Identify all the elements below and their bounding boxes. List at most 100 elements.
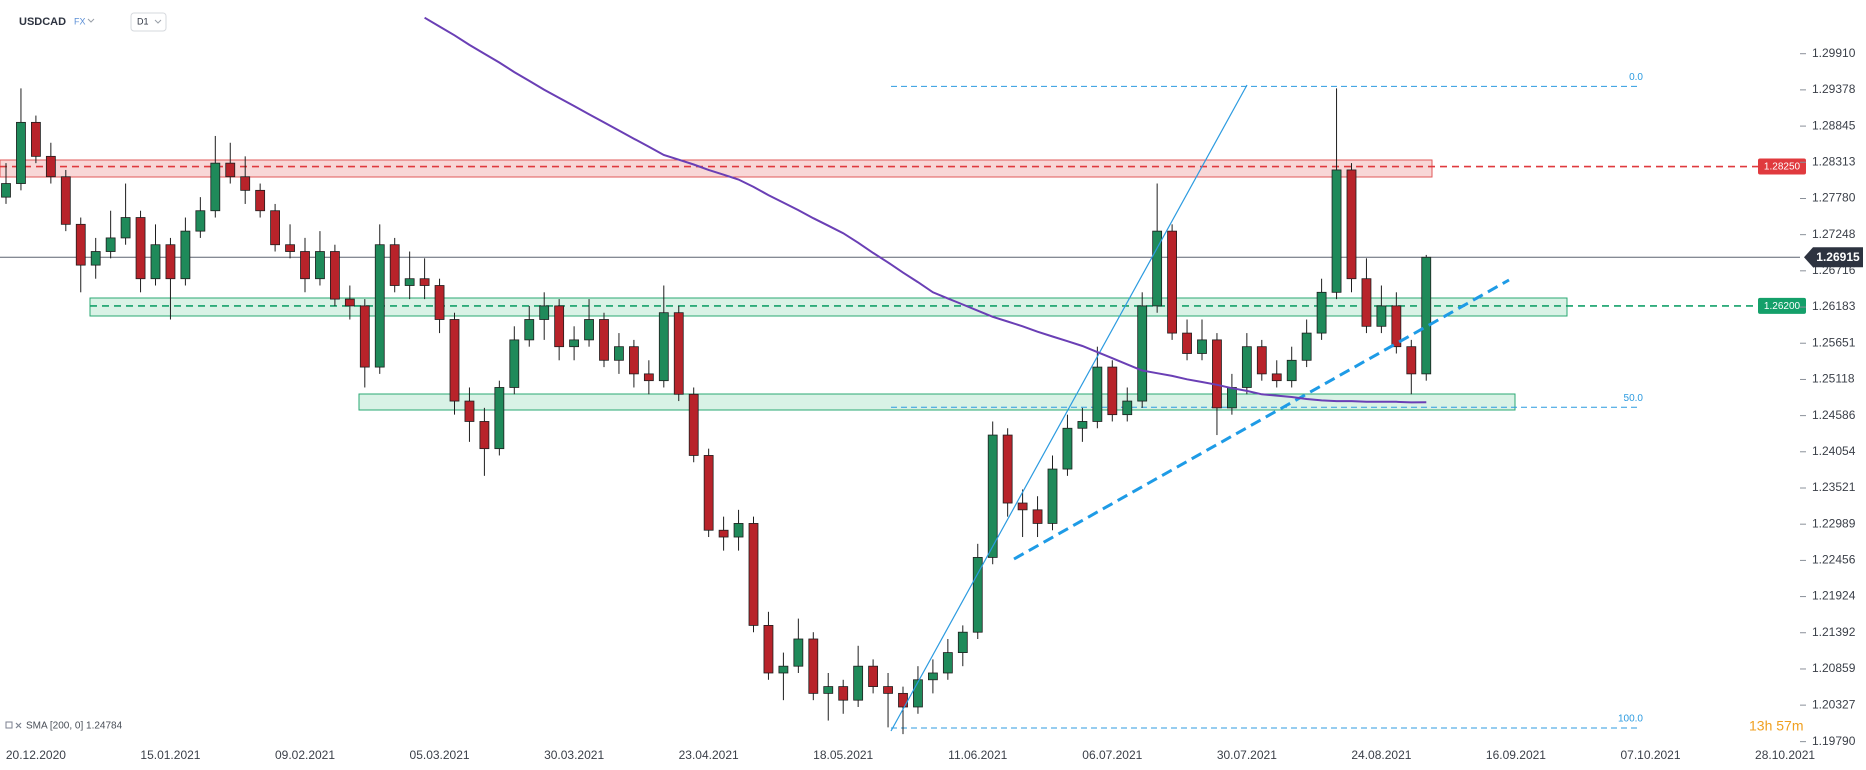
candle-body <box>509 339 520 388</box>
candle-body <box>853 665 864 701</box>
y-tick-label: 1.28845 <box>1812 118 1856 132</box>
candle-body <box>763 624 774 674</box>
candle-body <box>270 210 281 246</box>
candle-body <box>464 400 475 422</box>
dropdown-icon[interactable] <box>154 19 162 24</box>
interval-box[interactable] <box>130 12 167 32</box>
candle-body <box>1286 359 1297 382</box>
candle-body <box>150 244 161 280</box>
candle-body <box>1017 502 1028 511</box>
candle-body <box>1152 230 1163 307</box>
candle-body <box>225 162 236 178</box>
candle-body <box>823 686 834 694</box>
y-tick-label: 1.24054 <box>1812 444 1856 458</box>
candle-body <box>210 162 221 212</box>
symbol: USDCAD <box>19 16 66 28</box>
candle-body <box>1032 509 1043 524</box>
candle-body <box>524 319 535 341</box>
candle-body <box>928 672 938 681</box>
sma-legend: SMA [200, 0] 1.24784 <box>26 721 123 732</box>
candle-body <box>539 305 550 320</box>
candle-body <box>1077 421 1088 429</box>
market[interactable]: FX <box>74 16 86 26</box>
candle-body <box>629 346 639 375</box>
y-tick-label: 1.24586 <box>1812 408 1856 422</box>
candle-body <box>1331 169 1342 293</box>
level-label: 1.28250 <box>1764 162 1801 173</box>
candle-body <box>329 251 340 300</box>
candle-body <box>255 189 266 212</box>
candle-body <box>1227 387 1237 409</box>
interval[interactable]: D1 <box>137 16 149 26</box>
candle-body <box>90 251 101 266</box>
last-price-box <box>1804 247 1863 268</box>
candle-body <box>60 176 71 225</box>
x-tick-label: 28.10.2021 <box>1755 748 1815 762</box>
candle-body <box>643 373 654 382</box>
candle-body <box>1047 468 1058 524</box>
x-tick-label: 07.10.2021 <box>1620 748 1680 762</box>
x-tick-label: 30.03.2021 <box>544 748 604 762</box>
x-tick-label: 06.07.2021 <box>1082 748 1142 762</box>
candle-body <box>16 121 26 184</box>
candle-body <box>913 679 923 708</box>
candle-body <box>957 631 968 653</box>
y-tick-label: 1.27248 <box>1812 227 1856 241</box>
candle-body <box>733 523 744 538</box>
candle-body <box>898 692 908 708</box>
candle-body <box>808 638 819 694</box>
y-tick-label: 1.20859 <box>1812 661 1856 675</box>
candle-body <box>494 387 505 450</box>
y-tick-label: 1.27780 <box>1812 191 1856 205</box>
candle-body <box>120 217 131 239</box>
candle-body <box>1197 339 1207 354</box>
candle-body <box>1182 332 1192 354</box>
candle-body <box>1062 427 1073 470</box>
candle-body <box>972 557 983 633</box>
y-tick-label: 1.20327 <box>1812 697 1856 711</box>
dropdown-icon[interactable] <box>87 18 95 23</box>
level-label-box <box>1758 158 1806 175</box>
support-zone <box>89 297 1568 317</box>
x-tick-label: 16.09.2021 <box>1486 748 1546 762</box>
candles <box>1 88 1432 735</box>
candle-body <box>374 244 385 368</box>
x-tick-label: 18.05.2021 <box>813 748 873 762</box>
candle-body <box>389 244 400 286</box>
candle-body <box>105 237 116 252</box>
candle-body <box>1167 230 1177 334</box>
candle-body <box>180 230 191 280</box>
sma-line <box>424 16 1427 404</box>
trend-line <box>1013 278 1510 561</box>
y-tick-label: 1.25118 <box>1812 372 1855 386</box>
fib-trend-line <box>890 84 1248 732</box>
candle-body <box>1002 434 1013 504</box>
y-tick-label: 1.21924 <box>1812 589 1856 603</box>
level-label-box <box>1758 297 1806 314</box>
y-tick-label: 1.29910 <box>1812 46 1856 60</box>
y-tick-label: 1.23521 <box>1812 480 1856 494</box>
candle-body <box>1137 305 1148 402</box>
indicator-close[interactable] <box>15 722 22 729</box>
candle-body <box>1361 278 1372 327</box>
candle-body <box>987 434 998 558</box>
x-tick-label: 09.02.2021 <box>275 748 335 762</box>
resistance-zone <box>0 159 1433 178</box>
candle-body <box>1376 305 1387 327</box>
candle-body <box>778 665 789 674</box>
candle-body <box>165 244 176 280</box>
last-price-label: 1.26915 <box>1816 250 1860 264</box>
indicator-icon[interactable] <box>5 721 13 729</box>
candle-body <box>45 155 56 178</box>
fib-label: 0.0 <box>1629 72 1643 83</box>
candle-body <box>1107 366 1118 416</box>
fib-label: 50.0 <box>1624 393 1644 404</box>
candle-body <box>434 285 445 320</box>
x-tick-label: 05.03.2021 <box>410 748 470 762</box>
level-label: 1.26200 <box>1764 301 1801 312</box>
candle-body <box>1406 346 1417 375</box>
candle-body <box>300 251 310 280</box>
candle-body <box>838 686 849 701</box>
candle-body <box>569 339 579 348</box>
